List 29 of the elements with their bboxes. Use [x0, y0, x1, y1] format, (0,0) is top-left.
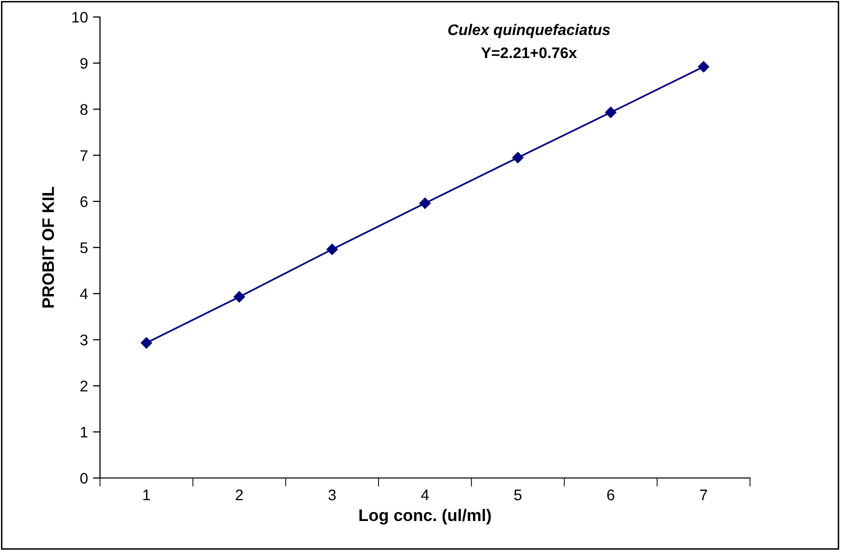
y-tick-label: 9 — [80, 58, 88, 69]
x-tick-label: 7 — [700, 490, 708, 500]
y-axis-title: PROBIT OF KIL — [42, 186, 54, 308]
x-tick-label: 2 — [236, 490, 243, 500]
y-tick-label: 10 — [72, 12, 88, 23]
x-tick-label: 1 — [143, 490, 150, 500]
y-tick-label: 5 — [80, 242, 88, 254]
x-tick-label: 5 — [514, 490, 522, 500]
point — [512, 152, 524, 164]
annotation: Culex quinquefaciatus — [448, 24, 610, 38]
x-tick-label: 4 — [421, 490, 429, 500]
point — [419, 198, 431, 209]
x-tick-label: 3 — [328, 490, 336, 500]
point — [326, 244, 338, 255]
x-tick-label: 6 — [607, 490, 614, 500]
y-tick-label: 2 — [80, 380, 88, 392]
y-tick-label: 6 — [80, 196, 88, 208]
y-tick-label: 8 — [80, 104, 88, 115]
x-axis-title: Log conc. (ul/ml) — [359, 508, 491, 525]
y-tick-label: 0 — [80, 472, 88, 484]
annotation: Y=2.21+0.76x — [481, 47, 577, 58]
y-tick-label: 7 — [80, 150, 88, 161]
point — [605, 106, 616, 118]
point — [234, 291, 245, 302]
y-tick-label: 3 — [80, 334, 88, 346]
point — [140, 337, 152, 349]
point — [698, 61, 710, 72]
y-tick-label: 4 — [80, 288, 88, 300]
y-tick-label: 1 — [80, 426, 88, 438]
